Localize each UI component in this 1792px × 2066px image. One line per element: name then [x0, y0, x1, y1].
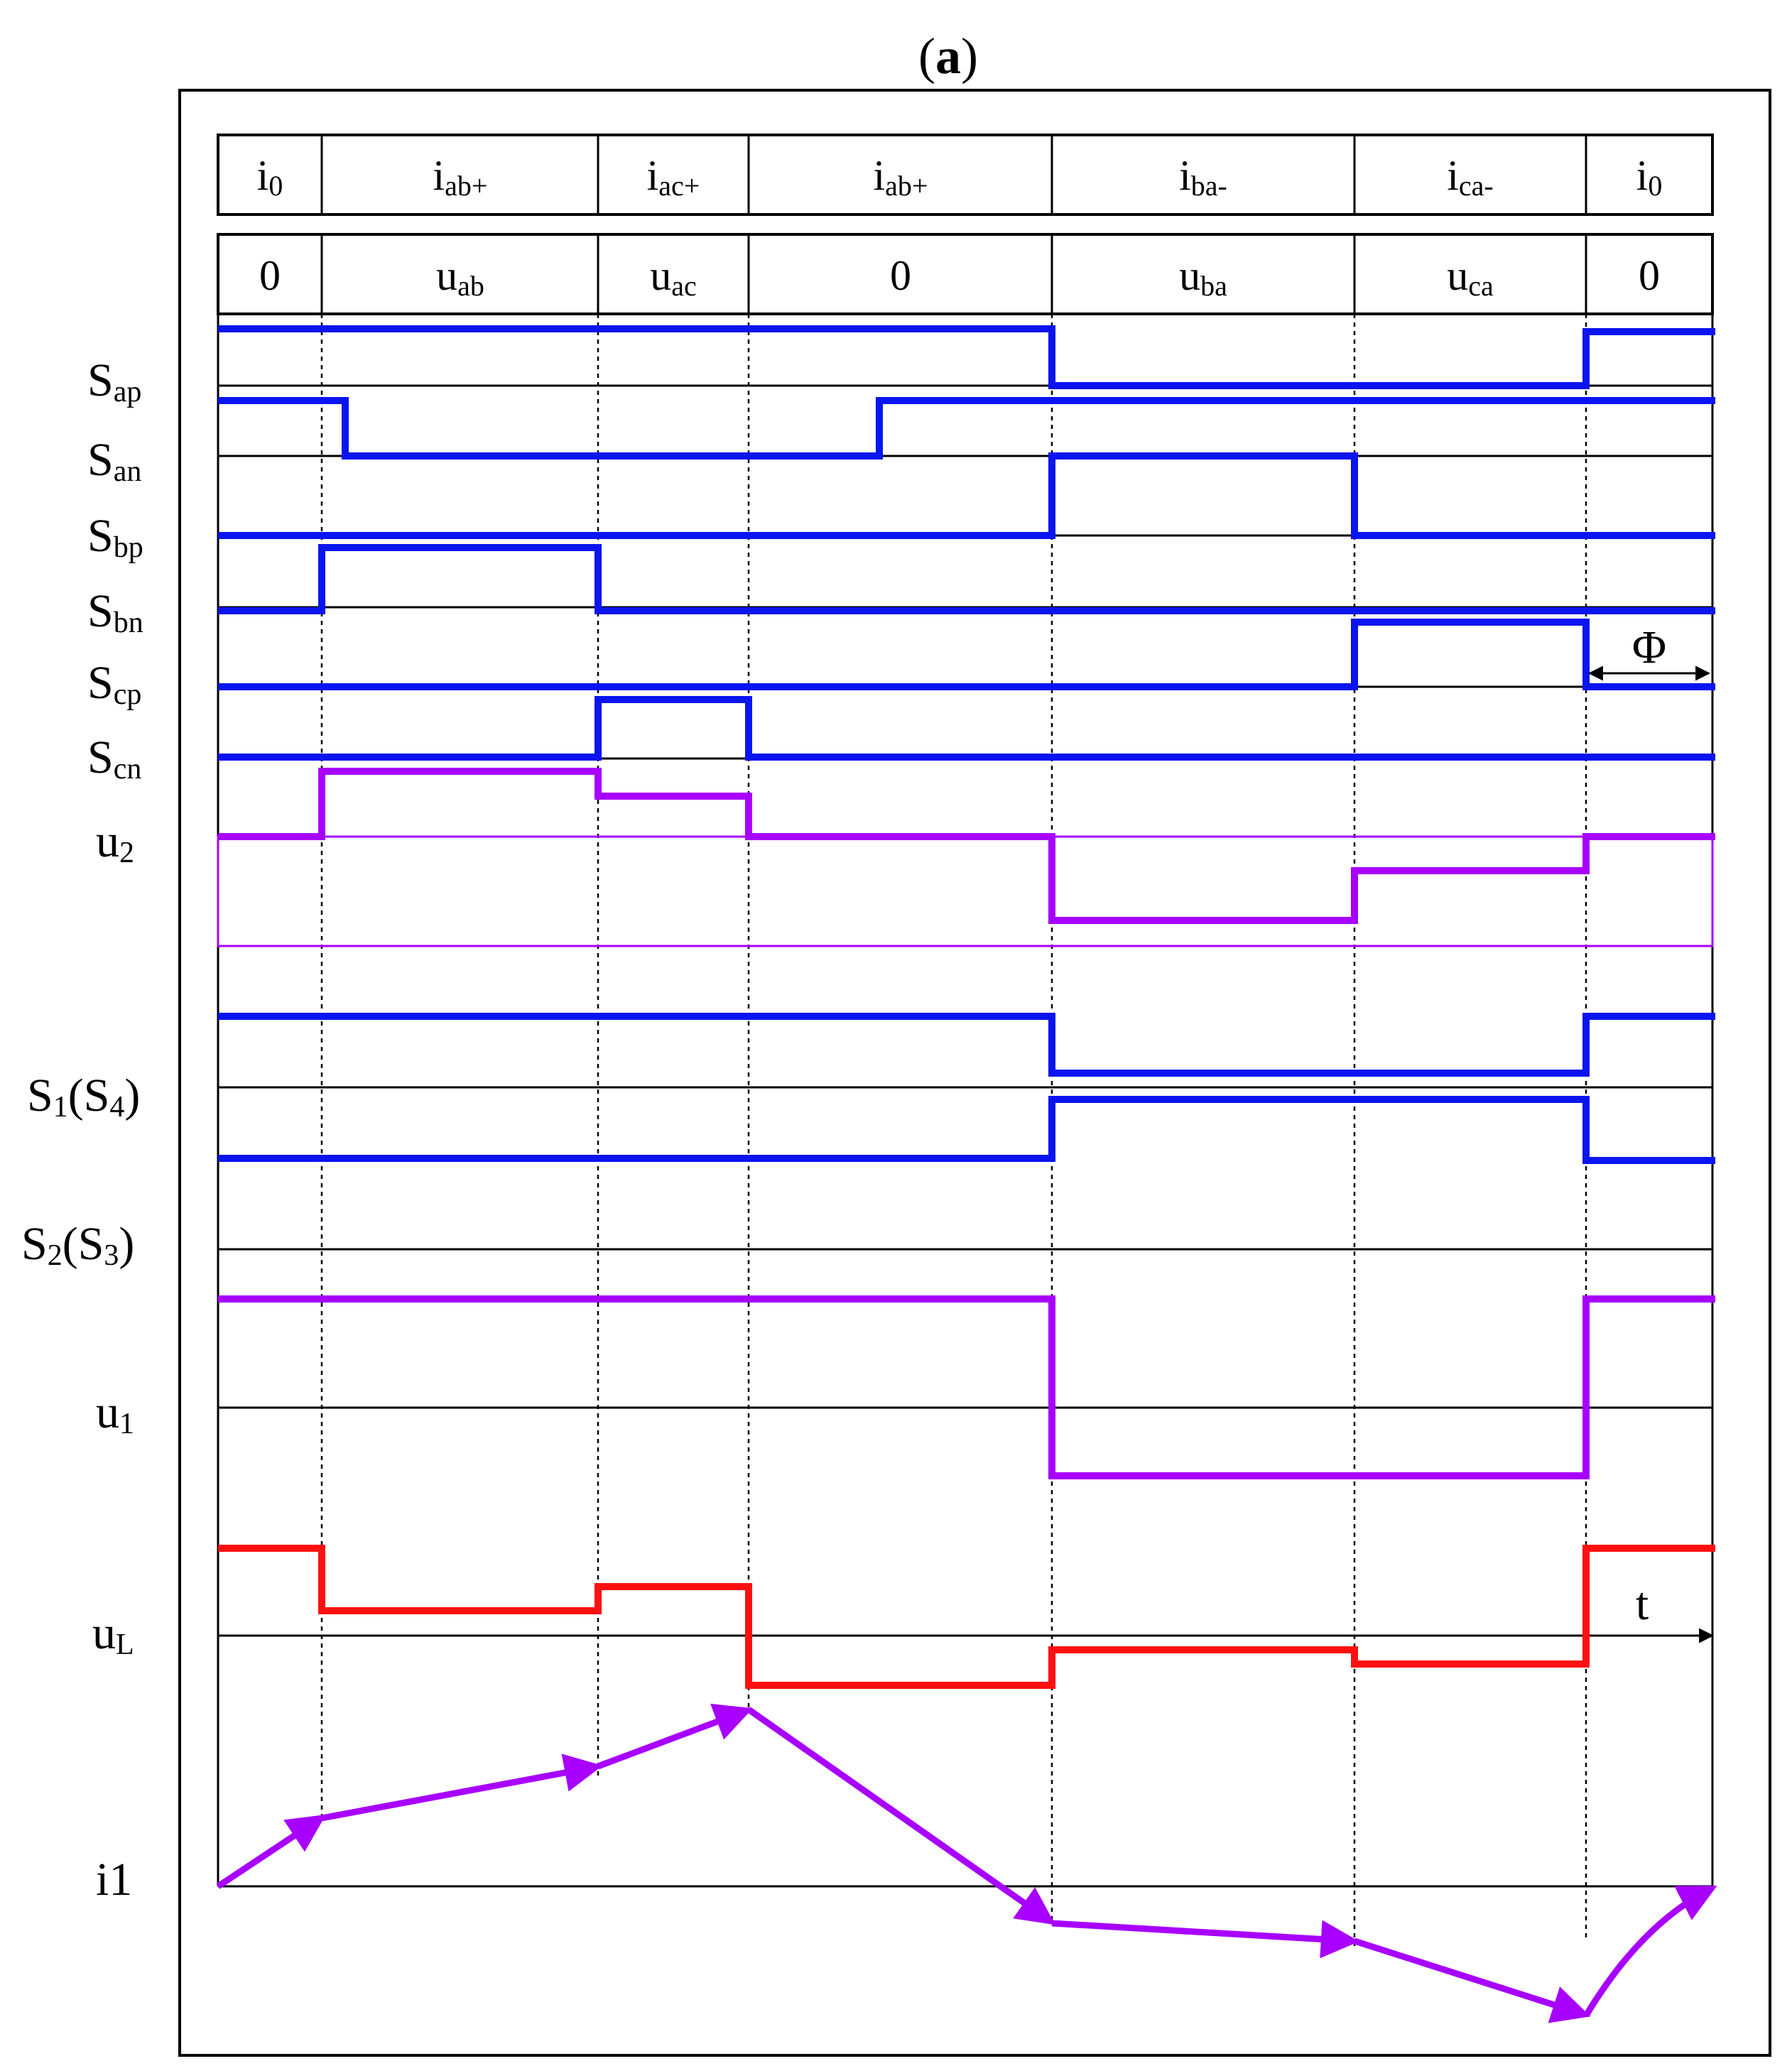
sbp-waveform	[218, 452, 1715, 539]
voltage-cell-2: uab	[436, 252, 484, 302]
outer-frame	[178, 89, 1771, 2057]
label-s1s4: S1(S4)	[27, 1070, 140, 1124]
label-scn: Scn	[87, 732, 141, 785]
label-u1: u1	[96, 1386, 134, 1440]
ul-waveform	[218, 1545, 1715, 1689]
label-ul: uL	[92, 1607, 134, 1661]
san-waveform	[218, 397, 1715, 460]
phase-cell-6: ica-	[1447, 152, 1494, 202]
label-u2: u2	[96, 815, 134, 869]
phi-label: Φ	[1632, 621, 1666, 673]
label-sbp: Sbp	[87, 510, 143, 564]
phase-header-row	[217, 134, 1714, 216]
i1-waveform	[216, 1703, 1717, 2023]
voltage-cell-3: uac	[650, 252, 697, 302]
figure-title: (a)	[918, 28, 978, 85]
time-axis-label: t	[1636, 1578, 1649, 1630]
label-san: San	[87, 434, 141, 488]
label-i1: i1	[96, 1854, 132, 1905]
phase-cell-4: iab+	[874, 152, 928, 202]
sbn-waveform	[218, 544, 1715, 614]
voltage-header-row	[217, 233, 1714, 315]
s2s3-waveform	[218, 1096, 1715, 1164]
s1s4-waveform-high	[218, 1013, 1715, 1077]
u2-waveform	[218, 768, 1715, 924]
scp-waveform	[218, 619, 1715, 690]
voltage-cell-1: 0	[259, 252, 281, 299]
phase-cell-3: iac+	[647, 152, 700, 202]
voltage-cell-4: 0	[890, 252, 911, 299]
label-sap: Sap	[87, 354, 141, 408]
label-s2s3: S2(S3)	[21, 1218, 134, 1272]
phase-cell-1: i0	[257, 152, 283, 202]
voltage-cell-5: uba	[1179, 252, 1227, 302]
scn-waveform	[218, 696, 1715, 761]
phase-cell-5: iba-	[1179, 152, 1227, 202]
phase-cell-2: iab+	[433, 152, 488, 202]
u2-band	[217, 835, 1714, 947]
sap-waveform	[218, 325, 1715, 389]
u1-waveform	[218, 1295, 1715, 1479]
phase-cell-7: i0	[1636, 152, 1663, 202]
interval-boundaries	[320, 314, 1587, 1946]
label-sbn: Sbn	[87, 585, 143, 639]
voltage-cell-6: uca	[1447, 252, 1494, 302]
voltage-cell-7: 0	[1639, 252, 1660, 299]
label-scp: Scp	[87, 657, 141, 711]
